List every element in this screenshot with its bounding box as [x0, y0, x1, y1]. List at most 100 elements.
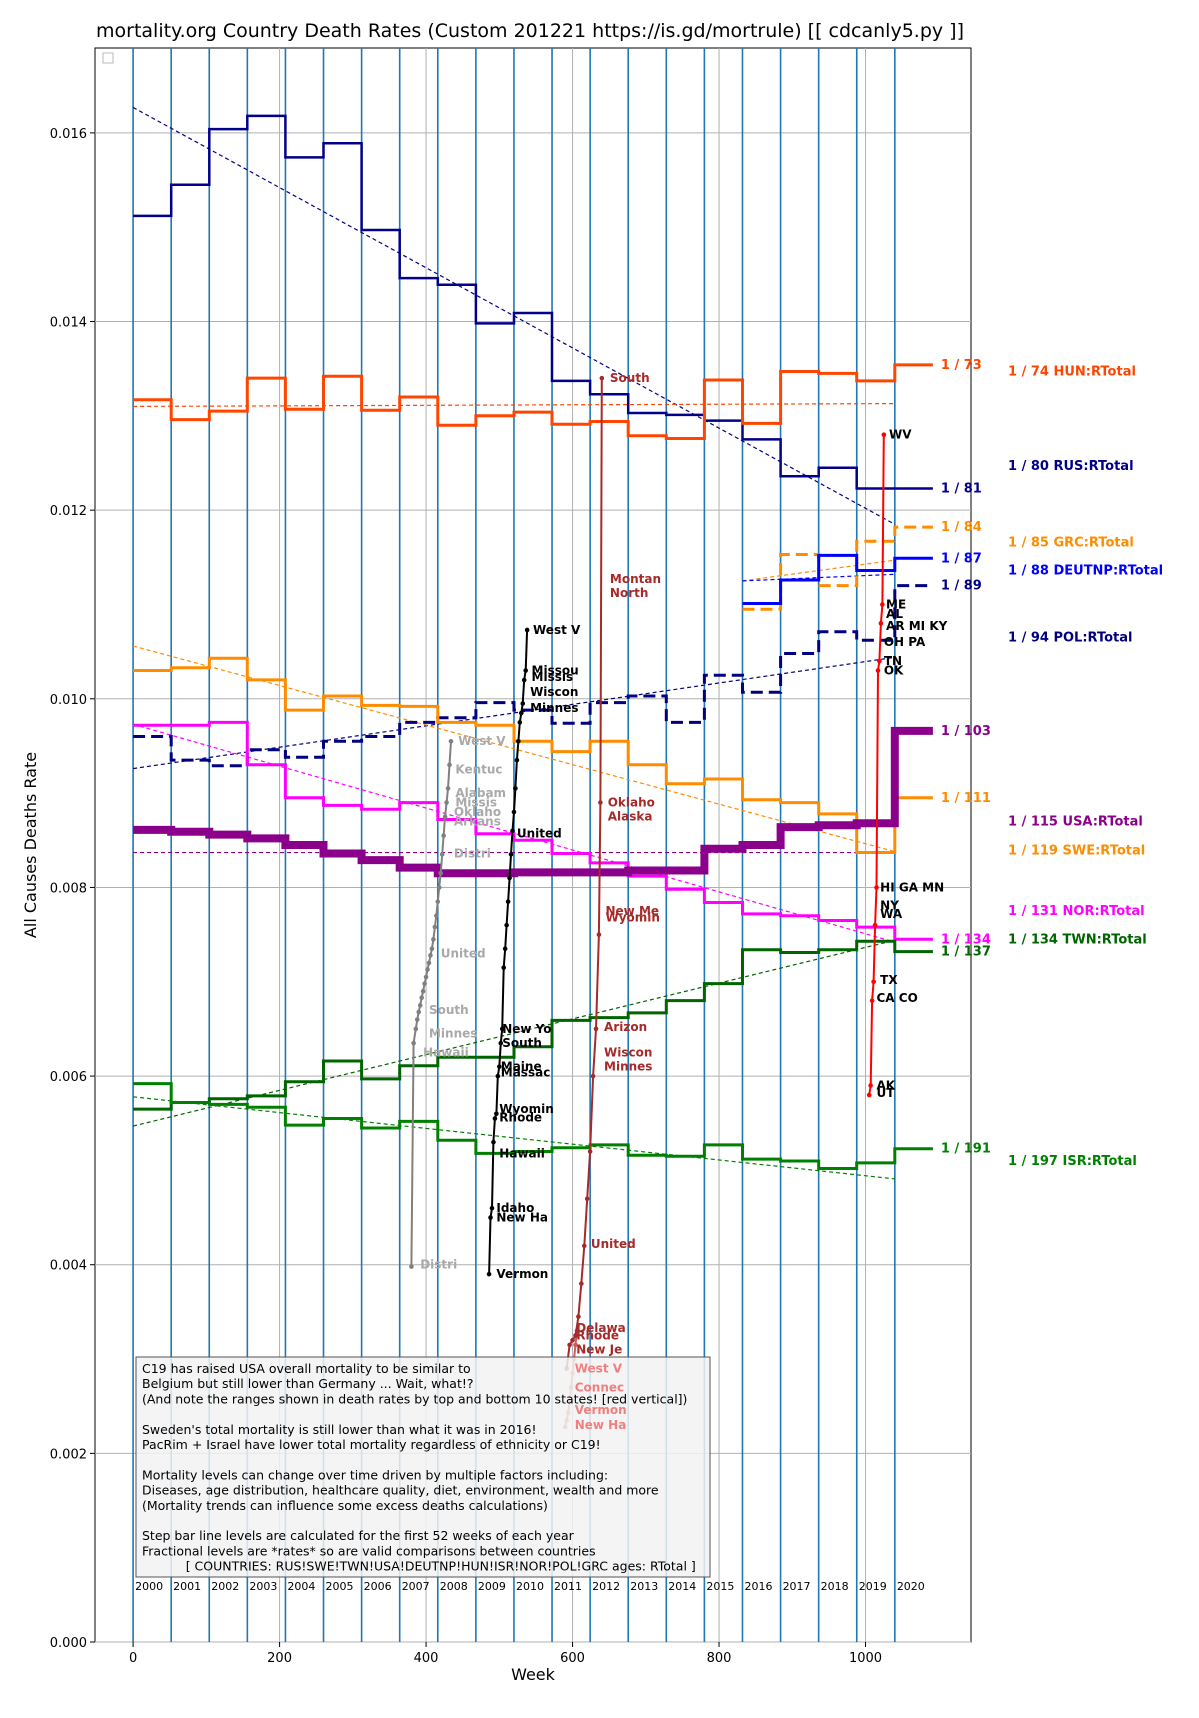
state-label: ME: [886, 597, 906, 611]
state-label: New Ha: [575, 1418, 627, 1432]
state-point: [567, 1342, 572, 1348]
state-point: [513, 786, 518, 791]
grid-layer: [95, 48, 971, 1643]
state-label: Missis: [455, 796, 497, 810]
series-line: [133, 1082, 933, 1170]
year-label: 2018: [821, 1580, 849, 1593]
year-label: 2005: [326, 1580, 354, 1593]
state-label: Kentuc: [455, 763, 502, 777]
year-label: 2006: [364, 1580, 392, 1593]
year-label: 2008: [440, 1580, 468, 1593]
state-label: WV: [889, 428, 912, 442]
state-point: [419, 995, 424, 1001]
state-point: [581, 1243, 587, 1249]
state-label: New Yo: [502, 1022, 551, 1036]
x-tick-label: 800: [707, 1651, 732, 1666]
state-point: [590, 1073, 596, 1079]
annotation-line: Diseases, age distribution, healthcare q…: [142, 1483, 659, 1498]
state-point: [422, 981, 427, 986]
y-tick-label: 0.000: [50, 1636, 87, 1651]
state-point: [521, 677, 527, 683]
state-label: Wyomin: [499, 1102, 553, 1116]
tick-layer: 2000 2001 2002 2003 2004 2005 2006 2007 2008 2009…: [50, 127, 925, 1666]
country-label: 1 / 131 NOR:RTotal: [1008, 904, 1145, 919]
state-point: [587, 1149, 593, 1154]
state-label: Vermon: [496, 1267, 548, 1281]
annotation-line: PacRim + Israel have lower total mortali…: [142, 1437, 601, 1452]
state-point: [508, 852, 514, 857]
state-point: [448, 738, 454, 744]
state-label: United: [517, 827, 562, 841]
state-label: New Me: [606, 904, 660, 918]
year-label: 2004: [287, 1580, 315, 1593]
state-point: [423, 974, 429, 980]
state-label: New Je: [576, 1343, 622, 1357]
state-point: [420, 988, 426, 994]
state-label: OK: [884, 664, 904, 678]
state-label: Wyomin: [606, 911, 660, 925]
state-label: Oklaho: [454, 805, 501, 819]
state-point: [489, 1205, 495, 1211]
state-point: [417, 1003, 423, 1008]
series-line: [133, 114, 933, 490]
series-line: [133, 939, 933, 1111]
state-point: [436, 885, 442, 890]
state-label: Montan: [610, 572, 661, 586]
x-tick-label: 600: [560, 1651, 585, 1666]
country-label: 1 / 94 POL:RTotal: [1008, 631, 1132, 646]
state-label: UT: [877, 1086, 896, 1100]
state-label: AK: [877, 1079, 896, 1093]
state-point: [444, 800, 449, 805]
state-label: Minnes: [429, 1027, 477, 1041]
state-label: Rhode: [499, 1111, 542, 1125]
state-point: [435, 899, 441, 904]
state-label: Hawaii: [423, 1046, 469, 1060]
chart-title: mortality.org Country Death Rates (Custo…: [96, 20, 964, 42]
y-tick-label: 0.004: [50, 1259, 87, 1274]
state-label: Arkans: [454, 814, 501, 828]
country-label: 1 / 88 DEUTNP:RTotal: [1008, 564, 1163, 579]
state-label: AL: [886, 607, 903, 621]
state-label: Delawa: [576, 1321, 626, 1335]
state-label: Alabam: [455, 786, 506, 800]
state-point: [880, 602, 885, 607]
trend-line: [742, 559, 895, 582]
year-label: 2020: [897, 1580, 925, 1593]
series-line: [133, 720, 933, 941]
state-label: Maine: [501, 1060, 542, 1074]
year-label: 2011: [554, 1580, 582, 1593]
state-label: Massac: [501, 1065, 551, 1079]
state-label: Vermon: [575, 1403, 627, 1417]
state-label: North: [610, 586, 648, 600]
state-label: South: [429, 1003, 469, 1017]
state-label: WA: [880, 907, 903, 921]
state-label: Missou: [532, 664, 579, 678]
annotation-line: Mortality levels can change over time dr…: [142, 1467, 608, 1482]
state-point: [434, 913, 439, 919]
state-layer: [409, 375, 887, 1430]
state-point: [494, 1111, 499, 1117]
label-layer: 1 / 81 1 / 73 1 / 84 1 / 87 1 / 89 1 / 111 1 /…: [420, 358, 1163, 1432]
country-label: 1 / 85 GRC:RTotal: [1008, 535, 1134, 550]
state-point: [445, 786, 451, 791]
state-point: [442, 814, 448, 820]
trend-line: [742, 573, 895, 582]
state-point: [510, 828, 515, 834]
state-point: [409, 1264, 414, 1269]
state-point: [869, 998, 875, 1003]
state-point: [426, 960, 432, 966]
annotation-frame: [135, 1356, 711, 1578]
state-point: [874, 885, 879, 890]
series-end-label: 1 / 89: [941, 579, 982, 594]
annotation-line: C19 has raised USA overall mortality to …: [142, 1361, 471, 1376]
year-label: 2010: [516, 1580, 544, 1593]
state-point: [495, 1073, 501, 1079]
state-point: [431, 937, 436, 942]
state-point: [596, 932, 602, 937]
state-point: [411, 1040, 416, 1046]
state-label: Oklaho: [608, 796, 655, 810]
state-point: [497, 1064, 502, 1069]
state-point: [498, 1040, 504, 1046]
state-point: [518, 710, 524, 716]
